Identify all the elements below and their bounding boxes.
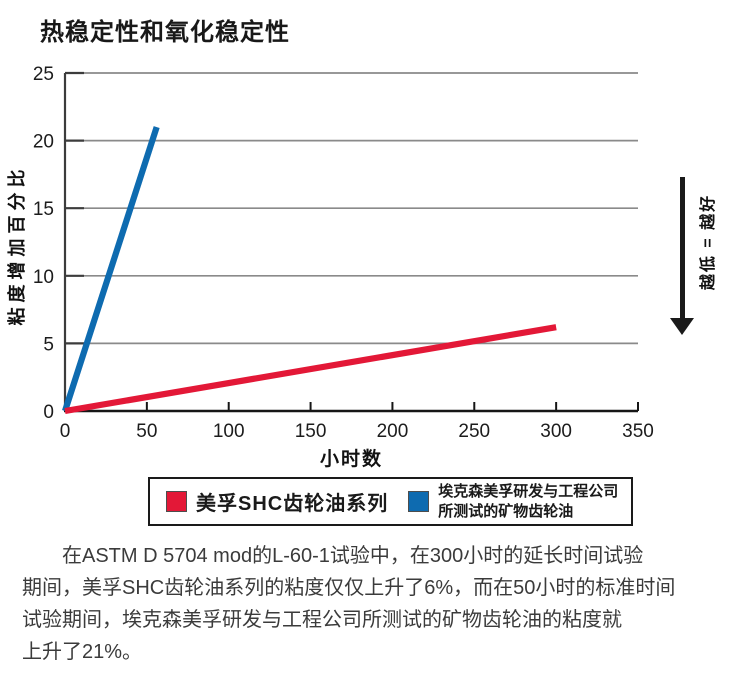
svg-text:150: 150 [295,421,327,442]
arrow-down-icon [670,318,694,335]
legend-item-mineral: 埃克森美孚研发与工程公司 所测试的矿物齿轮油 [408,482,618,521]
chart-legend: 美孚SHC齿轮油系列 埃克森美孚研发与工程公司 所测试的矿物齿轮油 [148,477,633,526]
caption-line: 在ASTM D 5704 mod的L-60-1试验中，在300小时的延长时间试验 [62,545,644,567]
caption-line: 上升了21%。 [22,641,143,663]
svg-text:25: 25 [33,64,54,85]
svg-text:0: 0 [60,421,71,442]
legend-label: 埃克森美孚研发与工程公司 所测试的矿物齿轮油 [438,483,619,520]
red-swatch-icon [166,491,187,512]
svg-text:15: 15 [33,199,54,220]
caption-line: 试验期间，埃克森美孚研发与工程公司所测试的矿物齿轮油的粘度就 [22,609,622,631]
svg-text:200: 200 [377,421,409,442]
svg-text:100: 100 [213,421,245,442]
svg-text:350: 350 [622,421,654,442]
blue-swatch-icon [408,491,430,512]
arrow-label: 越低 = 越好 [700,193,717,291]
svg-text:20: 20 [33,132,54,153]
legend-label: 美孚SHC齿轮油系列 [196,493,389,515]
svg-text:5: 5 [43,334,54,355]
x-axis-title: 小时数 [319,449,383,470]
lower-is-better-arrow [680,177,685,319]
page-title: 热稳定性和氧化稳定性 [40,19,290,46]
y-axis-title: 粘度增加百分比 [7,164,27,326]
caption-line: 期间，美孚SHC齿轮油系列的粘度仅仅上升了6%，而在50小时的标准时间 [22,577,676,599]
svg-text:0: 0 [43,402,54,423]
legend-item-shc: 美孚SHC齿轮油系列 [166,487,388,516]
svg-text:250: 250 [458,421,490,442]
caption-paragraph: 在ASTM D 5704 mod的L-60-1试验中，在300小时的延长时间试验… [22,540,730,668]
svg-text:50: 50 [136,421,157,442]
svg-text:300: 300 [540,421,572,442]
svg-text:10: 10 [33,267,54,288]
